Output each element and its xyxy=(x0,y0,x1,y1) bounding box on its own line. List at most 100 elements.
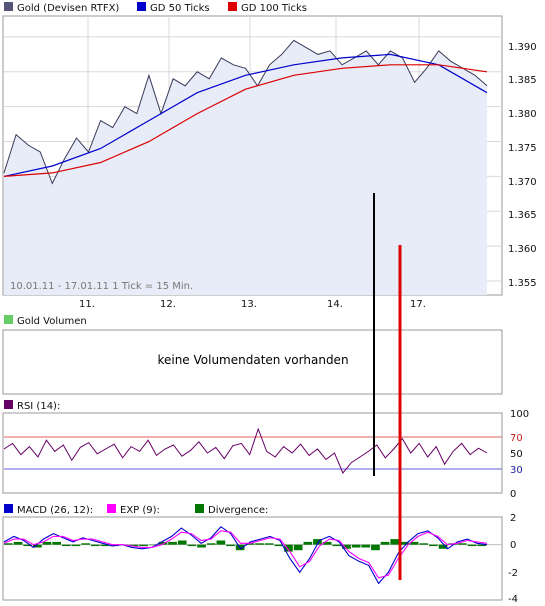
macd-divergence-bar xyxy=(33,544,42,548)
rsi-y-tick-label: 50 xyxy=(510,449,523,460)
macd-y-tick-label: 0 xyxy=(510,540,516,551)
price-legend: Gold (Devisen RTFX) GD 50 Ticks GD 100 T… xyxy=(4,2,307,14)
macd-divergence-bar xyxy=(419,543,429,545)
macd-divergence-bar xyxy=(4,543,13,545)
rsi-y-tick-label: 70 xyxy=(510,433,523,444)
price-area-fill xyxy=(4,40,487,296)
macd-divergence-bar xyxy=(284,544,293,552)
price-y-tick-label: 1.360 xyxy=(508,244,537,255)
macd-divergence-bar xyxy=(245,543,255,545)
rsi-panel-frame xyxy=(2,412,503,494)
price-y-tick-label: 1.365 xyxy=(508,210,537,221)
price-y-tick-label: 1.370 xyxy=(508,177,537,188)
legend-swatch-gd100 xyxy=(228,2,237,11)
macd-divergence-bar xyxy=(467,544,477,547)
legend-label-exp: EXP (9): xyxy=(120,505,160,516)
price-y-tick-label: 1.355 xyxy=(508,278,537,289)
macd-divergence-bar xyxy=(13,541,23,545)
price-series-line-1 xyxy=(3,53,488,177)
macd-panel: MACD (26, 12): EXP (9): Divergence: 2 0 … xyxy=(2,504,518,605)
macd-divergence-bar xyxy=(42,541,52,545)
macd-divergence-bar xyxy=(148,544,158,546)
macd-divergence-bar xyxy=(81,543,90,545)
macd-divergence-bar xyxy=(332,544,342,547)
legend-swatch-gold xyxy=(4,2,13,11)
price-x-tick-label: 17. xyxy=(410,299,426,310)
macd-divergence-bar xyxy=(255,543,264,545)
macd-divergence-bar xyxy=(429,544,438,547)
rsi-grid xyxy=(4,436,502,470)
macd-divergence-bar xyxy=(90,544,100,547)
macd-divergence-bar xyxy=(71,544,81,547)
macd-y-tick-label: 2 xyxy=(510,513,516,524)
price-series-line-2 xyxy=(3,64,488,177)
price-series-group xyxy=(3,39,488,185)
macd-divergence-bar xyxy=(313,539,322,545)
legend-swatch-rsi xyxy=(4,400,13,409)
legend-label-divergence: Divergence: xyxy=(208,505,268,516)
legend-swatch-exp xyxy=(107,504,116,513)
macd-divergence-bar xyxy=(264,543,274,545)
price-series-line-0 xyxy=(3,39,488,185)
macd-y-tick-label: -4 xyxy=(508,594,518,605)
rsi-series-group xyxy=(3,427,488,474)
macd-divergence-bar xyxy=(62,544,71,547)
macd-divergence-bar xyxy=(477,544,486,547)
legend-swatch-volume xyxy=(4,315,13,324)
macd-divergence-bar xyxy=(129,544,139,547)
price-y-tick-label: 1.385 xyxy=(508,75,537,86)
macd-divergence-bar xyxy=(197,544,206,548)
macd-divergence-bar xyxy=(438,544,448,549)
price-x-tick-label: 12. xyxy=(160,299,176,310)
legend-label-rsi: RSI (14): xyxy=(17,401,60,412)
macd-divergence-bar xyxy=(303,541,313,545)
macd-panel-frame xyxy=(2,516,503,601)
price-x-tick-label: 14. xyxy=(327,299,343,310)
rsi-series-line xyxy=(3,427,488,474)
macd-divergence-bar xyxy=(187,544,197,547)
macd-divergence-bar xyxy=(274,544,284,547)
rsi-y-tick-label: 100 xyxy=(510,409,529,420)
macd-divergence-bar xyxy=(380,541,390,545)
macd-divergence-bar xyxy=(100,544,110,547)
macd-divergence-bar xyxy=(342,544,351,549)
macd-divergence-bar xyxy=(139,544,148,547)
macd-divergence-bar xyxy=(390,539,400,545)
macd-divergence-bar xyxy=(293,544,303,551)
volume-no-data-message: keine Volumendaten vorhanden xyxy=(157,353,348,367)
macd-divergence-bar xyxy=(361,544,371,548)
volume-panel-frame xyxy=(2,329,503,395)
price-y-axis-labels: 1.390 1.385 1.380 1.375 1.370 1.365 1.36… xyxy=(508,42,537,289)
legend-label-gd50: GD 50 Ticks xyxy=(150,3,210,14)
price-y-tick-label: 1.375 xyxy=(508,143,537,154)
price-x-tick-label: 11. xyxy=(79,299,95,310)
macd-divergence-bar xyxy=(177,540,187,545)
legend-label-volume: Gold Volumen xyxy=(17,316,87,327)
macd-series-line-0 xyxy=(3,525,488,585)
legend-label-gd100: GD 100 Ticks xyxy=(241,3,307,14)
volume-panel: Gold Volumen keine Volumendaten vorhande… xyxy=(2,315,503,395)
macd-series-line-1 xyxy=(3,530,488,579)
macd-divergence-bar xyxy=(158,541,168,545)
macd-divergence-bar xyxy=(322,541,332,545)
legend-swatch-macd xyxy=(4,504,13,513)
price-info-label: 10.01.11 - 17.01.11 1 Tick = 15 Min. xyxy=(10,281,193,292)
macd-divergence-bar xyxy=(52,541,61,545)
macd-divergence-bar xyxy=(216,540,226,545)
macd-divergence-bar xyxy=(400,541,409,545)
price-y-tick-label: 1.390 xyxy=(508,42,537,53)
macd-series-group xyxy=(3,525,488,585)
legend-swatch-gd50 xyxy=(137,2,146,11)
macd-y-tick-label: -2 xyxy=(508,568,518,579)
rsi-panel: RSI (14): 100 70 50 30 0 xyxy=(2,400,529,500)
rsi-y-tick-label: 30 xyxy=(510,465,523,476)
price-y-tick-label: 1.380 xyxy=(508,109,537,120)
legend-label-gold: Gold (Devisen RTFX) xyxy=(17,3,119,14)
macd-divergence-bar xyxy=(206,543,216,545)
price-x-tick-label: 13. xyxy=(241,299,257,310)
macd-divergence-bar xyxy=(351,544,361,548)
price-panel: Gold (Devisen RTFX) GD 50 Ticks GD 100 T… xyxy=(2,2,537,310)
macd-divergence-bar xyxy=(226,544,235,547)
macd-divergence-bar xyxy=(409,541,419,545)
